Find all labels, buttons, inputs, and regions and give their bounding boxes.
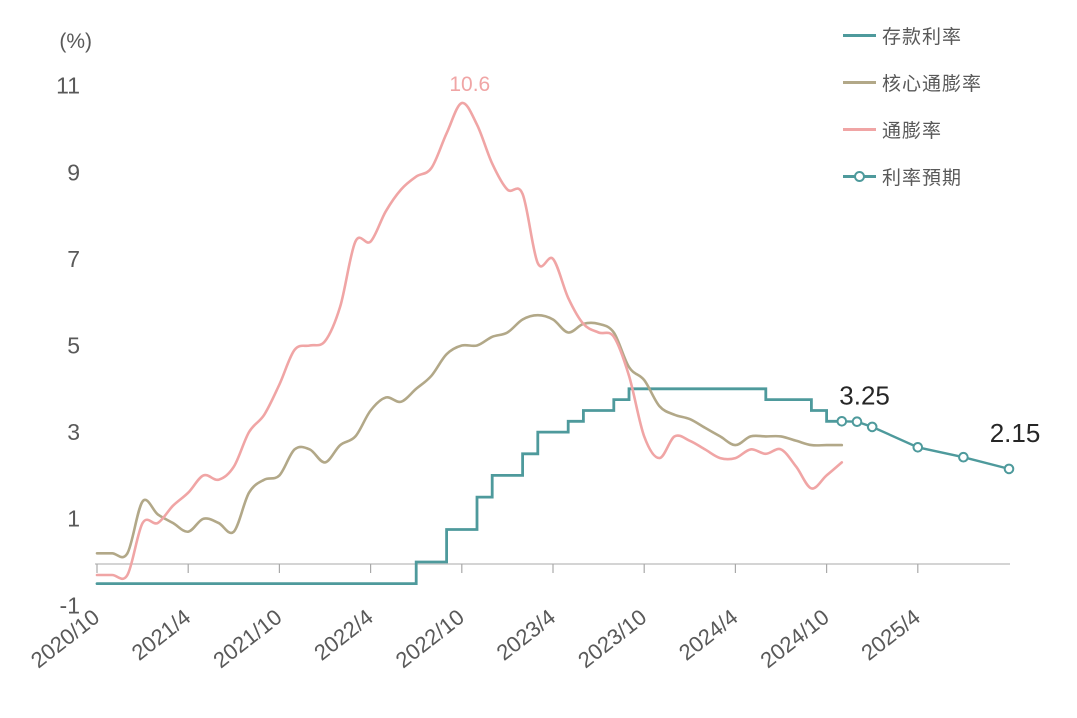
- rate-expectations-point-marker: [958, 451, 969, 463]
- y-axis-tick-label: 1: [67, 506, 80, 532]
- series-inflation: [95, 101, 844, 581]
- rate-expectations-point-marker: [851, 416, 863, 428]
- legend-item-inflation: 通膨率: [843, 106, 982, 153]
- rate-expectations-line-marker-icon: [843, 171, 876, 182]
- y-axis-tick-label: 7: [67, 246, 80, 272]
- x-axis-tick-label: 2021/10: [208, 604, 286, 673]
- series-core-inflation-line: [95, 313, 844, 559]
- x-axis-tick-label: 2025/4: [856, 604, 924, 665]
- legend-item-core-inflation: 核心通膨率: [843, 59, 982, 106]
- y-axis-tick-label: 9: [67, 159, 80, 185]
- legend-label: 通膨率: [882, 121, 943, 142]
- y-axis-tick-label: 11: [56, 73, 80, 99]
- core-inflation-line-icon: [843, 81, 876, 84]
- x-axis-tick-label: 2023/4: [492, 604, 560, 665]
- series-core-inflation: [95, 313, 844, 559]
- rate-expectations-point-marker: [836, 416, 848, 427]
- x-axis-tick-label: 2024/4: [674, 604, 742, 665]
- deposit-rate-line-icon: [843, 34, 876, 37]
- x-axis-tick-label: 2022/4: [309, 604, 377, 665]
- x-axis-tick-label: 2022/10: [391, 604, 469, 673]
- legend-item-rate-expectations: 利率預期: [843, 153, 982, 200]
- series-rate-expectations: [836, 416, 1015, 475]
- data-label-annotation: 2.15: [990, 418, 1041, 448]
- series-inflation-line: [95, 101, 844, 581]
- x-axis-tick-label: 2024/10: [756, 604, 834, 673]
- data-label-annotation: 3.25: [839, 380, 890, 410]
- series-rate-expectations-line: [841, 420, 1010, 471]
- y-axis-tick-label: 3: [67, 419, 80, 445]
- rate-expectations-point-marker: [1003, 463, 1015, 475]
- data-label-annotation: 10.6: [449, 73, 490, 96]
- rate-expectations-point-marker: [912, 442, 924, 453]
- y-axis-unit-label: (%): [59, 30, 92, 53]
- x-axis-tick-label: 2021/4: [127, 604, 195, 665]
- legend-label: 存款利率: [882, 27, 963, 48]
- legend-label: 利率預期: [882, 168, 963, 189]
- legend-item-deposit-rate: 存款利率: [843, 12, 982, 59]
- inflation-line-icon: [843, 128, 876, 131]
- data-label-annotations: 10.6 3.25 2.15: [449, 73, 1040, 448]
- chart-legend: 存款利率 核心通膨率 通膨率 利率預期: [843, 12, 982, 200]
- x-axis-ticks: 2020/10 2021/4 2021/10 2022/4 2022/10 2023/4 2…: [26, 564, 925, 673]
- y-axis-labels: -1 1 3 5 7 9 11 (%): [56, 30, 92, 618]
- series-deposit-rate: [95, 387, 844, 585]
- series-deposit-rate-line: [95, 387, 844, 585]
- y-axis-tick-label: -1: [60, 592, 80, 618]
- legend-label: 核心通膨率: [882, 74, 983, 95]
- rate-expectations-point-marker: [866, 421, 878, 433]
- x-axis-tick-label: 2023/10: [573, 604, 651, 673]
- y-axis-tick-label: 5: [67, 333, 80, 359]
